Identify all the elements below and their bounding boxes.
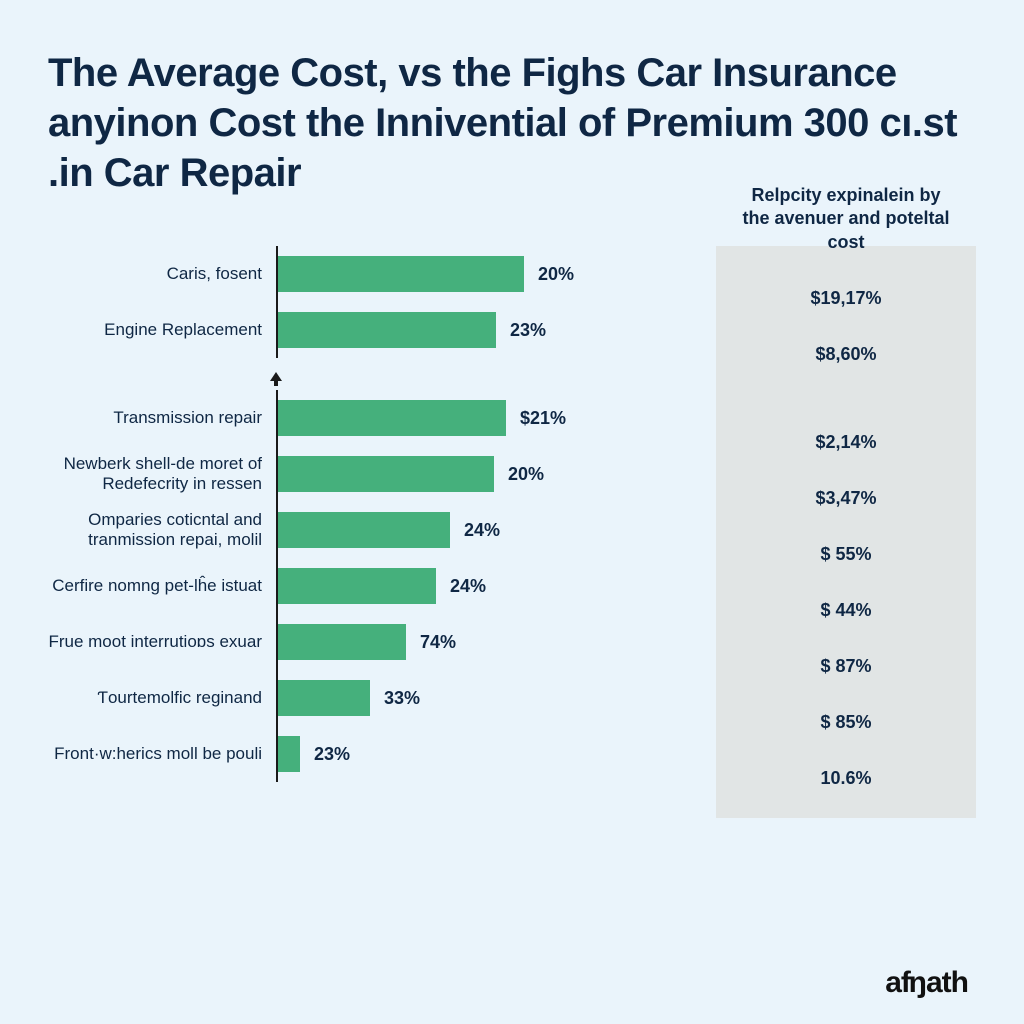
row-label: Ƭourtemolfic reginand bbox=[48, 688, 276, 708]
right-value: $ 87% bbox=[728, 638, 964, 694]
right-column-header: Relpcity expinalein by the avenuer and p… bbox=[728, 184, 964, 270]
row-label: Frue moot interrutioɒs exuar bbox=[48, 632, 276, 652]
row-label: Engine Replacement bbox=[48, 320, 276, 340]
bar-value: 20% bbox=[538, 264, 574, 285]
bar-value: 74% bbox=[420, 632, 456, 653]
bar-value: 24% bbox=[464, 520, 500, 541]
bar-value: 23% bbox=[510, 320, 546, 341]
row-label: Omparies coticntal and tranmission repai… bbox=[48, 510, 276, 551]
chart-left: Caris, fosent 20% Engine Replacement 23% Tra… bbox=[48, 246, 692, 782]
chart-row: Omparies coticntal and tranmission repai… bbox=[48, 502, 692, 558]
bar bbox=[278, 456, 494, 492]
bar bbox=[278, 312, 496, 348]
bar bbox=[278, 512, 450, 548]
bar-area: 74% bbox=[276, 614, 692, 670]
right-column: Relpcity expinalein by the avenuer and p… bbox=[716, 246, 976, 818]
right-value: 10.6% bbox=[728, 750, 964, 806]
bar bbox=[278, 568, 436, 604]
page-title: The Average Cost, vs the Fighs Car Insur… bbox=[48, 48, 976, 198]
chart-row: Newberk shell-de moret of Redefecrity in… bbox=[48, 446, 692, 502]
chart-row: Ƭourtemolfic reginand 33% bbox=[48, 670, 692, 726]
row-label: Newberk shell-de moret of Redefecrity in… bbox=[48, 454, 276, 495]
right-value: $2,14% bbox=[728, 414, 964, 470]
row-label: Front·w:herics moll be pouli bbox=[48, 744, 276, 764]
bar-area: 20% bbox=[276, 246, 692, 302]
bar-value: 33% bbox=[384, 688, 420, 709]
bar bbox=[278, 400, 506, 436]
row-label: Cerfire nomng pet-lĥe istuat bbox=[48, 576, 276, 596]
right-value: $ 85% bbox=[728, 694, 964, 750]
bar-area: 33% bbox=[276, 670, 692, 726]
bar bbox=[278, 680, 370, 716]
bar bbox=[278, 736, 300, 772]
chart-row: Front·w:herics moll be pouli 23% bbox=[48, 726, 692, 782]
bar-area: 23% bbox=[276, 726, 692, 782]
right-value: $3,47% bbox=[728, 470, 964, 526]
chart-row: Caris, fosent 20% bbox=[48, 246, 692, 302]
chart-row: Frue moot interrutioɒs exuar 74% bbox=[48, 614, 692, 670]
brand-logo: aʩath bbox=[885, 966, 968, 1000]
bar bbox=[278, 256, 524, 292]
bar-value: $21% bbox=[520, 408, 566, 429]
right-value: $8,60% bbox=[728, 326, 964, 382]
bar-area: $21% bbox=[276, 390, 692, 446]
bar-value: 23% bbox=[314, 744, 350, 765]
bar-value: 20% bbox=[508, 464, 544, 485]
chart-container: Caris, fosent 20% Engine Replacement 23% Tra… bbox=[48, 246, 976, 818]
bar-area: 24% bbox=[276, 558, 692, 614]
bar-area: 24% bbox=[276, 502, 692, 558]
right-value: $ 55% bbox=[728, 526, 964, 582]
bar-area: 20% bbox=[276, 446, 692, 502]
chart-row: Cerfire nomng pet-lĥe istuat 24% bbox=[48, 558, 692, 614]
bar-value: 24% bbox=[450, 576, 486, 597]
chart-row: Engine Replacement 23% bbox=[48, 302, 692, 358]
right-value: $ 44% bbox=[728, 582, 964, 638]
bar bbox=[278, 624, 406, 660]
right-value: $19,17% bbox=[728, 270, 964, 326]
chart-row: Transmission repair $21% bbox=[48, 390, 692, 446]
row-label: Caris, fosent bbox=[48, 264, 276, 284]
row-label: Transmission repair bbox=[48, 408, 276, 428]
bar-area: 23% bbox=[276, 302, 692, 358]
